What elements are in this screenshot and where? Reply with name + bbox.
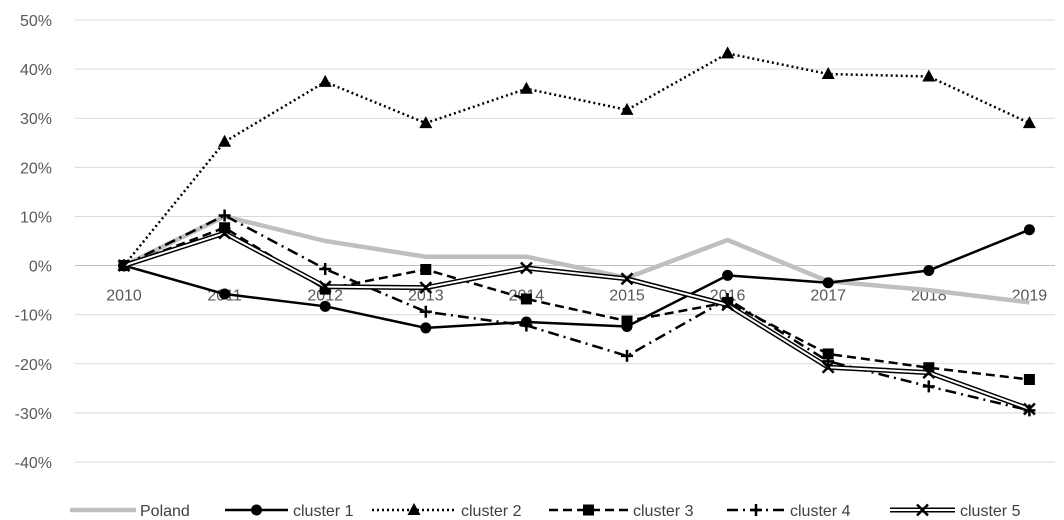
series-line-cluster-5 — [123, 230, 1031, 412]
data-point — [419, 281, 433, 295]
data-point — [621, 349, 633, 362]
legend-marker — [251, 504, 262, 516]
legend-item-poland: Poland — [70, 503, 190, 520]
data-point — [117, 259, 131, 272]
data-point — [519, 81, 533, 94]
legend-marker — [583, 504, 594, 516]
series-line-poland — [123, 214, 1030, 305]
data-point — [420, 263, 432, 275]
data-point — [520, 261, 533, 275]
data-point — [621, 315, 633, 327]
data-point — [218, 209, 231, 222]
data-point — [923, 362, 935, 374]
y-tick-label: 10% — [20, 209, 52, 226]
x-tick-label: 2012 — [307, 288, 343, 305]
y-tick-label: -20% — [15, 357, 52, 374]
legend-label: cluster 3 — [633, 503, 694, 520]
data-point — [922, 380, 935, 393]
x-tick-label: 2010 — [106, 288, 142, 305]
data-point — [419, 305, 432, 318]
data-point — [721, 46, 735, 59]
data-point — [1022, 116, 1036, 129]
y-tick-label: 0% — [29, 259, 52, 276]
data-point — [219, 222, 231, 234]
data-point — [922, 366, 936, 380]
y-axis-labels: 50% 40% 30% 20% 10% 0% -10% -20% -30% -40% — [15, 13, 52, 472]
data-point — [520, 293, 532, 305]
data-point — [620, 272, 634, 286]
series-cluster-5 — [117, 226, 1036, 416]
series-line-cluster-5-inner — [123, 232, 1030, 410]
legend-label: cluster 2 — [461, 503, 522, 520]
legend-label: cluster 1 — [293, 503, 354, 520]
y-tick-label: 20% — [20, 160, 52, 177]
legend-marker — [916, 503, 929, 517]
series-cluster-2 — [117, 46, 1036, 271]
legend-marker — [750, 504, 762, 516]
data-point — [319, 300, 331, 312]
data-point — [822, 348, 834, 360]
data-point — [923, 264, 935, 276]
y-tick-label: 40% — [20, 62, 52, 79]
data-point — [721, 298, 734, 312]
data-point — [1023, 373, 1035, 385]
data-point — [922, 69, 936, 82]
legend-item-cluster-3: cluster 3 — [549, 503, 694, 520]
legend-item-cluster-5: cluster 5 — [890, 503, 1021, 520]
data-point — [419, 116, 433, 129]
y-tick-label: -30% — [15, 406, 52, 423]
data-point — [1023, 224, 1035, 236]
data-point — [420, 322, 432, 334]
data-point — [218, 226, 231, 240]
data-point — [318, 280, 332, 294]
legend-label: cluster 5 — [960, 503, 1021, 520]
legend-item-cluster-2: cluster 2 — [372, 503, 522, 520]
legend-marker — [407, 503, 421, 515]
series-line-cluster-2 — [123, 52, 1030, 267]
grid — [75, 19, 1055, 463]
series-cluster-4 — [118, 209, 1036, 417]
legend: Poland cluster 1 cluster 2 cluster 3 cluster… — [70, 503, 1021, 520]
series-group — [117, 46, 1036, 417]
data-point — [822, 277, 834, 289]
y-tick-label: 30% — [20, 111, 52, 128]
data-point — [1023, 402, 1036, 416]
data-point — [620, 102, 634, 115]
series-poland — [123, 214, 1030, 305]
y-tick-label: -40% — [15, 455, 52, 472]
series-line-cluster-4 — [123, 214, 1030, 412]
y-tick-label: 50% — [20, 13, 52, 30]
data-point — [219, 288, 231, 300]
y-tick-label: -10% — [15, 308, 52, 325]
data-point — [318, 74, 332, 87]
x-tick-label: 2015 — [609, 288, 645, 305]
series-line-cluster-1 — [123, 228, 1030, 330]
legend-label: cluster 4 — [790, 503, 851, 520]
data-point — [821, 360, 835, 374]
legend-item-cluster-4: cluster 4 — [727, 503, 851, 520]
data-point — [520, 319, 533, 332]
series-cluster-1 — [118, 224, 1035, 334]
series-cluster-3 — [118, 222, 1035, 385]
data-point — [319, 262, 332, 275]
series-line-cluster-3 — [123, 226, 1030, 381]
legend-item-cluster-1: cluster 1 — [225, 503, 354, 520]
x-tick-label: 2017 — [810, 288, 846, 305]
legend-label: Poland — [140, 503, 190, 520]
data-point — [821, 67, 835, 80]
data-point — [218, 134, 232, 147]
data-point — [722, 269, 734, 281]
x-tick-label: 2013 — [408, 288, 444, 305]
x-axis-labels: 2010201120122013201420152016201720182019 — [106, 288, 1047, 305]
